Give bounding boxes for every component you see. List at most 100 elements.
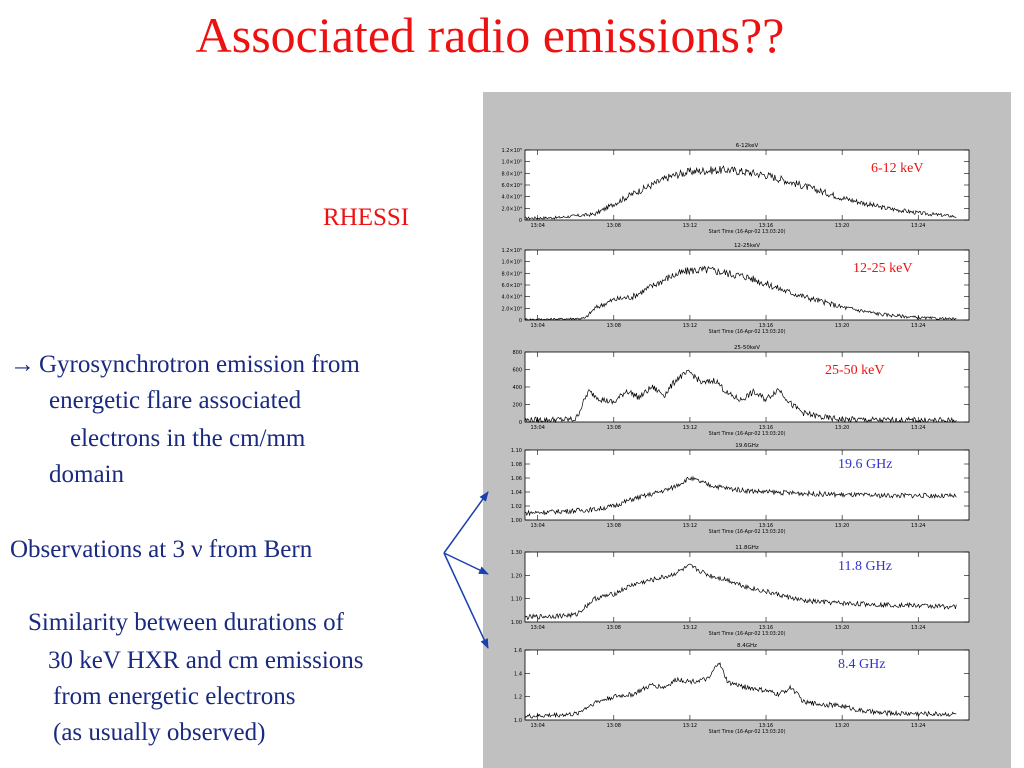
y-tick-label: 1.08 <box>511 462 522 468</box>
series-line <box>524 165 957 220</box>
plot-background <box>525 150 969 220</box>
x-tick-label: 13:04 <box>530 425 544 431</box>
plot-background <box>525 352 969 422</box>
x-tick-label: 13:20 <box>835 625 849 631</box>
y-tick-label: 1.30 <box>511 550 522 556</box>
panel-title: 8.4GHz <box>737 643 757 649</box>
x-tick-label: 13:20 <box>835 425 849 431</box>
similarity-line-3: from energetic electrons <box>53 683 296 710</box>
y-tick-label: 1.10 <box>511 448 522 454</box>
x-axis-label: Start Time (16-Apr-02 13:03:20) <box>709 229 786 235</box>
similarity-line-4: (as usually observed) <box>53 719 266 746</box>
y-tick-label: 1.06 <box>511 476 522 482</box>
y-tick-label: 1.02 <box>511 504 522 510</box>
panel-title: 12-25keV <box>734 243 760 249</box>
y-tick-label: 1.00 <box>511 518 522 524</box>
x-tick-label: 13:24 <box>911 723 925 729</box>
right-arrow-icon: → <box>10 351 35 378</box>
x-tick-label: 13:24 <box>911 625 925 631</box>
rhessi-label: RHESSI <box>323 204 410 231</box>
plot-background <box>525 552 969 622</box>
series-line <box>524 265 957 321</box>
x-tick-label: 13:20 <box>835 223 849 229</box>
y-tick-label: 1.2 <box>514 695 522 701</box>
x-tick-label: 13:20 <box>835 723 849 729</box>
y-tick-label: 600 <box>512 368 522 374</box>
x-tick-label: 13:04 <box>530 323 544 329</box>
y-tick-label: 4.0×10⁴ <box>501 295 522 301</box>
panel-title: 25-50keV <box>734 345 760 351</box>
series-line <box>524 475 957 517</box>
y-tick-label: 0 <box>519 318 522 324</box>
x-axis-label: Start Time (16-Apr-02 13:03:20) <box>709 431 786 437</box>
light-curve-stack: 6-12keV 0 2.0×10⁴ 4.0×10⁴ 6.0×10⁴ 8.0×10⁴ 1.0×… <box>501 143 970 735</box>
x-tick-label: 13:24 <box>911 223 925 229</box>
y-tick-label: 1.0×10⁵ <box>501 260 522 266</box>
panel-band-label: 8.4 GHz <box>838 657 885 672</box>
x-tick-label: 13:12 <box>683 323 697 329</box>
x-tick-label: 13:16 <box>759 625 773 631</box>
x-axis-label: Start Time (16-Apr-02 13:03:20) <box>709 529 786 535</box>
y-tick-label: 2.0×10⁴ <box>501 306 522 312</box>
y-tick-label: 2.0×10⁴ <box>501 206 522 212</box>
x-tick-label: 13:12 <box>683 625 697 631</box>
panel-band-label: 11.8 GHz <box>838 559 892 574</box>
x-tick-label: 13:12 <box>683 223 697 229</box>
x-tick-label: 13:08 <box>607 625 621 631</box>
y-tick-label: 200 <box>512 403 522 409</box>
gyrosynchrotron-line-1: → Gyrosynchrotron emission from <box>10 347 360 383</box>
similarity-line-1: Similarity between durations of <box>28 609 344 636</box>
y-tick-label: 1.2×10⁵ <box>501 248 522 254</box>
x-tick-label: 13:24 <box>911 323 925 329</box>
arrow-to-19-6-ghz <box>443 491 489 554</box>
y-tick-label: 1.0 <box>514 718 522 724</box>
panel-title: 6-12keV <box>736 143 759 149</box>
x-tick-label: 13:08 <box>607 323 621 329</box>
x-tick-label: 13:12 <box>683 723 697 729</box>
y-tick-label: 1.4 <box>514 671 522 677</box>
plot-frame <box>524 649 970 721</box>
y-tick-label: 0 <box>519 420 522 426</box>
plot-frame <box>524 449 970 521</box>
x-axis-label: Start Time (16-Apr-02 13:03:20) <box>709 631 786 637</box>
x-tick-label: 13:16 <box>759 523 773 529</box>
panel-title: 11.8GHz <box>735 545 759 551</box>
y-tick-label: 1.2×10⁵ <box>501 148 522 154</box>
y-tick-label: 1.00 <box>511 620 522 626</box>
gyrosynchrotron-line-4: domain <box>49 461 124 488</box>
y-tick-label: 8.0×10⁴ <box>501 271 522 277</box>
series-line <box>524 369 957 424</box>
x-tick-label: 13:20 <box>835 323 849 329</box>
y-tick-label: 400 <box>512 385 522 391</box>
x-tick-label: 13:20 <box>835 523 849 529</box>
x-tick-label: 13:12 <box>683 523 697 529</box>
x-tick-label: 13:12 <box>683 425 697 431</box>
panel-band-label: 25-50 keV <box>825 363 885 378</box>
gyrosynchrotron-line-3: electrons in the cm/mm <box>70 425 306 452</box>
x-tick-label: 13:16 <box>759 323 773 329</box>
x-tick-label: 13:24 <box>911 425 925 431</box>
arrow-to-8-4-ghz <box>443 552 489 649</box>
x-tick-label: 13:16 <box>759 425 773 431</box>
plot-panel: 6-12keV 0 2.0×10⁴ 4.0×10⁴ 6.0×10⁴ 8.0×10⁴ 1.0×… <box>483 92 1011 768</box>
y-tick-label: 1.0×10⁵ <box>501 160 522 166</box>
x-tick-label: 13:08 <box>607 723 621 729</box>
x-axis-label: Start Time (16-Apr-02 13:03:20) <box>709 729 786 735</box>
y-tick-label: 6.0×10⁴ <box>501 183 522 189</box>
panel-band-label: 12-25 keV <box>853 261 913 276</box>
x-tick-label: 13:08 <box>607 425 621 431</box>
panel-title: 19.6GHz <box>735 443 759 449</box>
y-tick-label: 800 <box>512 350 522 356</box>
x-tick-label: 13:04 <box>530 523 544 529</box>
series-line <box>524 563 957 621</box>
y-tick-label: 4.0×10⁴ <box>501 195 522 201</box>
plot-background <box>525 650 969 720</box>
panel-band-label: 6-12 keV <box>871 161 924 176</box>
plot-background <box>525 250 969 320</box>
y-tick-label: 1.6 <box>514 648 522 654</box>
slide-title: Associated radio emissions?? <box>195 7 785 63</box>
y-tick-label: 1.20 <box>511 573 522 579</box>
gyro-text-1: Gyrosynchrotron emission from <box>39 351 360 378</box>
observations-text: Observations at 3 ν from Bern <box>10 536 313 563</box>
x-tick-label: 13:04 <box>530 223 544 229</box>
